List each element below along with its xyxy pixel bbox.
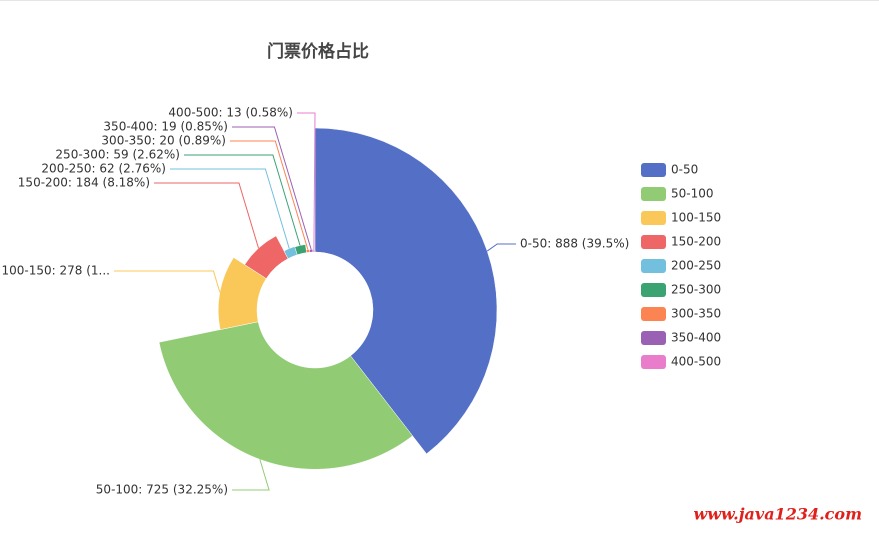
- legend-label: 50-100: [671, 187, 714, 201]
- pie-slice: [312, 249, 316, 253]
- legend-swatch: [641, 259, 666, 273]
- pie-slice: [244, 235, 289, 279]
- legend-label: 350-400: [671, 331, 721, 345]
- data-label: 0-50: 888 (39.5%): [520, 237, 629, 251]
- pie-slice: [158, 321, 413, 470]
- label-line: [184, 154, 301, 246]
- data-label: 300-350: 20 (0.89%): [101, 134, 226, 148]
- pie-slice: [314, 127, 498, 455]
- data-label: 150-200: 184 (8.18%): [18, 176, 150, 190]
- data-label: 400-500: 13 (0.58%): [168, 106, 293, 120]
- label-line: [232, 459, 270, 491]
- label-line: [114, 270, 221, 293]
- legend-swatch: [641, 355, 666, 369]
- chart-title: 门票价格占比: [267, 41, 369, 62]
- legend-label: 100-150: [671, 211, 721, 225]
- data-label: 350-400: 19 (0.85%): [103, 120, 228, 134]
- legend-label: 200-250: [671, 259, 721, 273]
- legend-label: 0-50: [671, 163, 698, 177]
- legend-swatch: [641, 211, 666, 225]
- legend-swatch: [641, 307, 666, 321]
- pie-slice: [294, 244, 307, 256]
- legend-swatch: [641, 235, 666, 249]
- legend-swatch: [641, 283, 666, 297]
- data-label: 250-300: 59 (2.62%): [55, 148, 180, 162]
- pie-slice: [309, 249, 314, 253]
- watermark: www.java1234.com: [693, 505, 862, 524]
- legend-swatch: [641, 187, 666, 201]
- legend-swatch: [641, 163, 666, 177]
- data-label: 100-150: 278 (1...: [2, 264, 110, 278]
- label-line: [232, 126, 312, 250]
- legend-label: 250-300: [671, 283, 721, 297]
- label-line: [486, 243, 516, 252]
- label-line: [170, 168, 290, 249]
- legend-label: 150-200: [671, 235, 721, 249]
- label-line: [297, 112, 316, 251]
- pie-slice: [217, 257, 267, 330]
- legend-label: 300-350: [671, 307, 721, 321]
- legend-label: 400-500: [671, 355, 721, 369]
- pie-slice: [305, 249, 311, 253]
- label-line: [154, 182, 260, 249]
- data-label: 50-100: 725 (32.25%): [96, 483, 228, 497]
- legend-swatch: [641, 331, 666, 345]
- data-label: 200-250: 62 (2.76%): [41, 162, 166, 176]
- label-line: [230, 140, 309, 250]
